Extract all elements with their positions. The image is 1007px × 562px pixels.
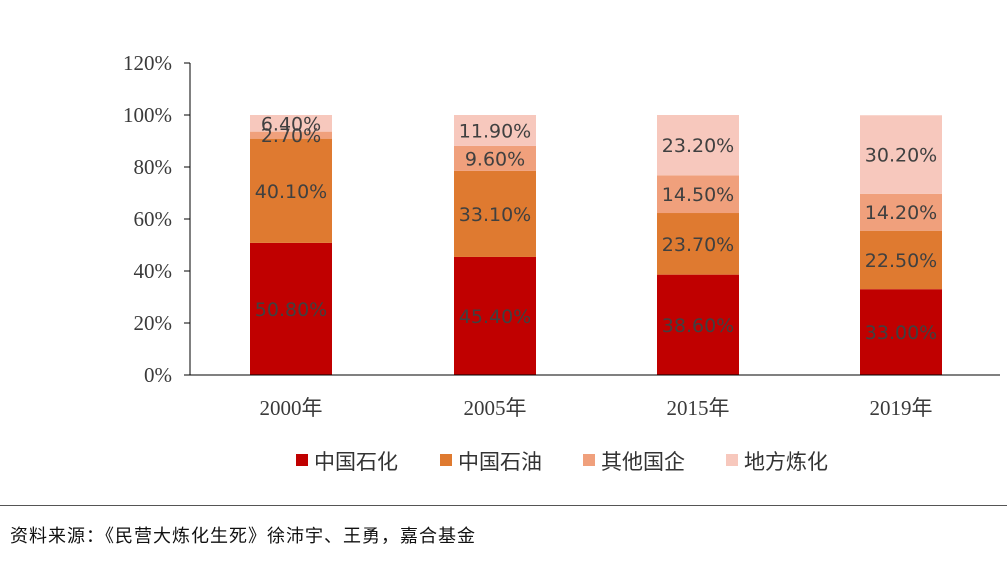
- divider: [0, 505, 1007, 506]
- legend-swatch: [440, 454, 452, 466]
- data-label: 38.60%: [662, 315, 734, 337]
- y-axis: 0% 20% 40% 60% 80% 100% 120%: [123, 51, 191, 387]
- y-tick-label: 0%: [144, 363, 172, 387]
- x-tick-label: 2015年: [667, 396, 730, 420]
- bar-segment: [250, 115, 332, 132]
- y-tick-label: 100%: [123, 103, 172, 127]
- legend-swatch: [296, 454, 308, 466]
- legend-label: 中国石化: [314, 450, 398, 474]
- data-label: 23.70%: [662, 234, 734, 256]
- data-label: 11.90%: [459, 120, 531, 142]
- legend-label: 其他国企: [601, 450, 685, 474]
- x-tick-label: 2019年: [870, 396, 933, 420]
- data-labels: 50.80% 40.10% 2.70%6.40% 45.40% 33.10% 9.60% 1…: [255, 113, 937, 344]
- data-label: 23.20%: [662, 135, 734, 157]
- stacked-bar-chart: 0% 20% 40% 60% 80% 100% 120% 50.80% 40.10% 2.70%…: [123, 51, 1000, 474]
- data-label: 22.50%: [865, 250, 937, 272]
- bar-segment: [657, 175, 739, 214]
- bar-segment: [454, 115, 536, 146]
- y-tick-label: 20%: [134, 311, 173, 335]
- data-label: 33.10%: [459, 204, 531, 226]
- bar-segment: [860, 115, 942, 194]
- y-tick-label: 40%: [134, 259, 173, 283]
- bar-segment: [860, 193, 942, 231]
- y-tick-label: 60%: [134, 207, 173, 231]
- legend-label: 中国石油: [458, 450, 542, 474]
- y-tick-label: 120%: [123, 51, 172, 75]
- data-label: 14.50%: [662, 184, 734, 206]
- data-label: 40.10%: [255, 181, 327, 203]
- x-tick-label: 2000年: [260, 396, 323, 420]
- bar-segment: [250, 242, 332, 375]
- legend-swatch: [726, 454, 738, 466]
- data-label: 9.60%: [465, 148, 525, 170]
- data-label: 6.40%: [261, 113, 321, 135]
- bar-segment: [250, 138, 332, 243]
- data-label: 45.40%: [459, 306, 531, 328]
- bar-segment: [860, 230, 942, 290]
- bar-segment: [657, 115, 739, 176]
- bar-segment: [454, 256, 536, 375]
- data-label: 14.20%: [865, 202, 937, 224]
- bars: [250, 115, 942, 375]
- source-note: 资料来源：《民营大炼化生死》徐沛宇、王勇，嘉合基金: [10, 526, 476, 547]
- legend-label: 地方炼化: [744, 450, 828, 474]
- bar-segment: [860, 289, 942, 375]
- x-tick-label: 2005年: [464, 396, 527, 420]
- data-label: 33.00%: [865, 322, 937, 344]
- x-axis: 2000年 2005年 2015年 2019年: [190, 374, 1000, 420]
- data-label: 30.20%: [865, 145, 937, 167]
- y-tick-label: 80%: [134, 155, 173, 179]
- bar-segment: [657, 213, 739, 275]
- bar-segment: [250, 131, 332, 139]
- bar-segment: [657, 274, 739, 375]
- legend: 中国石化 中国石油 其他国企 地方炼化: [296, 450, 828, 474]
- data-label: 2.70%: [261, 125, 321, 147]
- legend-swatch: [583, 454, 595, 466]
- data-label: 50.80%: [255, 299, 327, 321]
- bar-segment: [454, 170, 536, 257]
- bar-segment: [454, 145, 536, 171]
